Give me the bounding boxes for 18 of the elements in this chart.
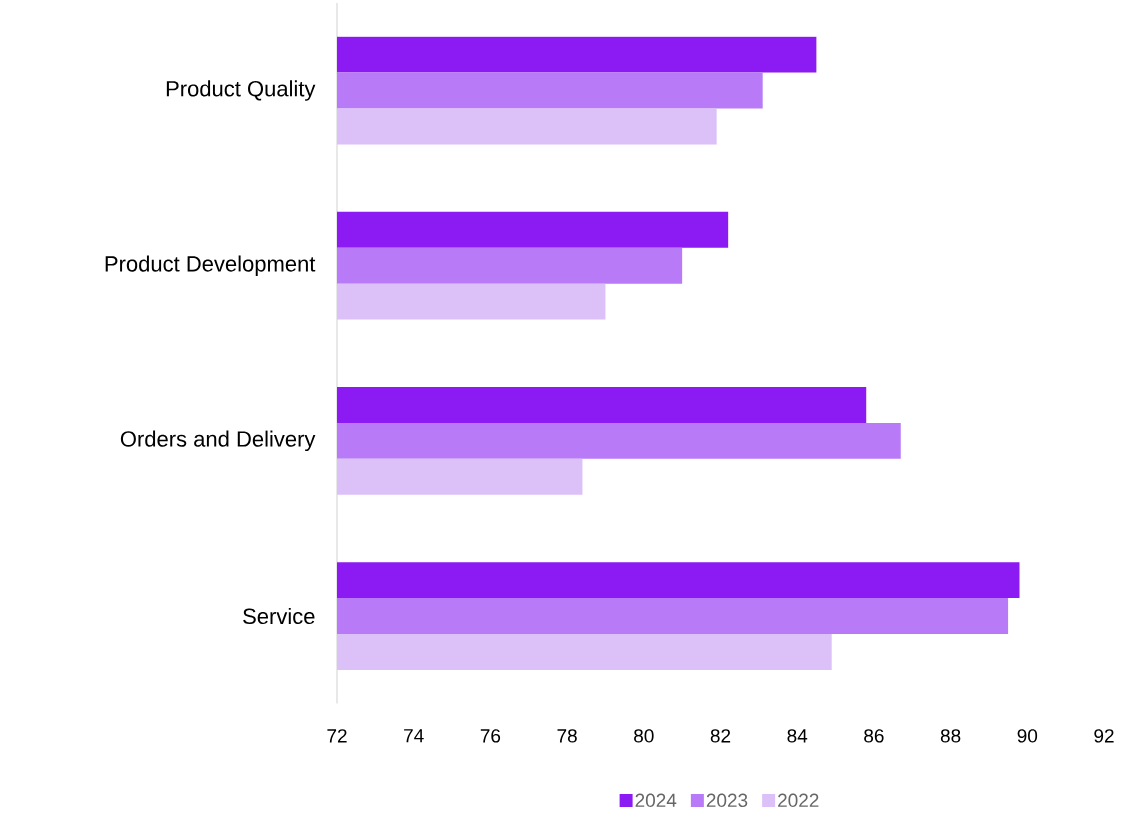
x-tick-label: 82 bbox=[710, 729, 731, 743]
y-tick-label: Service bbox=[243, 607, 315, 625]
x-tick-label: 84 bbox=[787, 729, 808, 743]
x-tick-label: 74 bbox=[404, 729, 424, 743]
legend-label: 2023 bbox=[706, 793, 748, 808]
y-tick-label: Product Quality bbox=[166, 80, 316, 101]
y-tick-label: Product Development bbox=[105, 255, 316, 276]
x-tick-label: 90 bbox=[1017, 729, 1038, 743]
x-tick-label: 76 bbox=[480, 729, 501, 743]
legend-label: 2022 bbox=[778, 793, 819, 808]
x-tick-label: 72 bbox=[327, 729, 347, 743]
legend-label: 2024 bbox=[635, 793, 677, 808]
x-tick-label: 80 bbox=[634, 729, 654, 743]
x-tick-label: 78 bbox=[557, 729, 577, 743]
y-tick-label: Orders and Delivery bbox=[120, 430, 316, 452]
x-tick-label: 86 bbox=[864, 729, 884, 743]
x-tick-label: 88 bbox=[940, 729, 961, 743]
x-tick-label: 92 bbox=[1094, 729, 1114, 743]
